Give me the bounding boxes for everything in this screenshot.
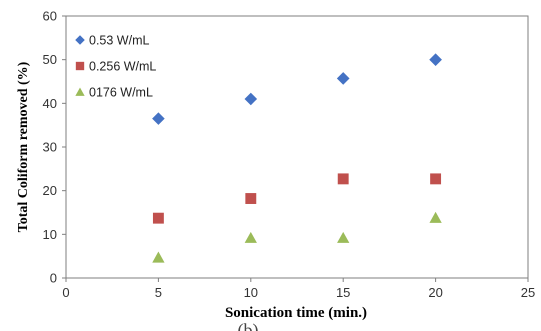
y-tick-label: 50 xyxy=(43,52,57,67)
plot-area: 0 10 20 30 40 50 60 0 5 10 15 20 25 xyxy=(43,9,536,301)
legend-marker-triangle xyxy=(73,85,87,97)
x-tick-label: 15 xyxy=(336,285,350,300)
x-tick-label: 10 xyxy=(244,285,258,300)
x-tick-label: 5 xyxy=(155,285,162,300)
data-point-square xyxy=(429,172,443,186)
x-tick-label: 25 xyxy=(521,285,535,300)
data-point-triangle xyxy=(242,229,259,244)
data-point-triangle xyxy=(427,209,444,224)
y-axis-title: Total Coliform removed (%) xyxy=(16,61,31,232)
data-point-square xyxy=(151,211,165,225)
x-tick-label: 0 xyxy=(62,285,69,300)
y-tick-label: 20 xyxy=(43,183,57,198)
legend-label: 0176 W/mL xyxy=(89,86,153,100)
data-point-triangle xyxy=(335,229,352,244)
legend-marker-square xyxy=(74,60,86,72)
data-point-square xyxy=(244,192,258,205)
data-point-square xyxy=(336,172,350,186)
y-tick-label: 10 xyxy=(43,227,57,242)
legend: 0.53 W/mL 0.256 W/mL 0176 W/mL xyxy=(73,33,156,100)
y-tick-label: 60 xyxy=(43,9,57,24)
legend-label: 0.256 W/mL xyxy=(89,60,156,74)
legend-marker-diamond xyxy=(73,33,87,47)
legend-label: 0.53 W/mL xyxy=(89,34,149,48)
y-tick-label: 40 xyxy=(43,96,57,111)
data-point-diamond xyxy=(150,110,167,127)
plot-frame xyxy=(65,15,529,279)
y-tick-label: 0 xyxy=(50,271,57,286)
y-tick-label: 30 xyxy=(43,140,57,155)
data-point-triangle xyxy=(150,249,167,264)
cropped-caption: (b) xyxy=(238,320,259,331)
data-point-diamond xyxy=(243,91,259,107)
x-tick-label: 20 xyxy=(428,285,442,300)
data-point-diamond xyxy=(427,51,444,68)
data-point-diamond xyxy=(335,70,351,87)
x-axis-title: Sonication time (min.) xyxy=(225,305,367,321)
